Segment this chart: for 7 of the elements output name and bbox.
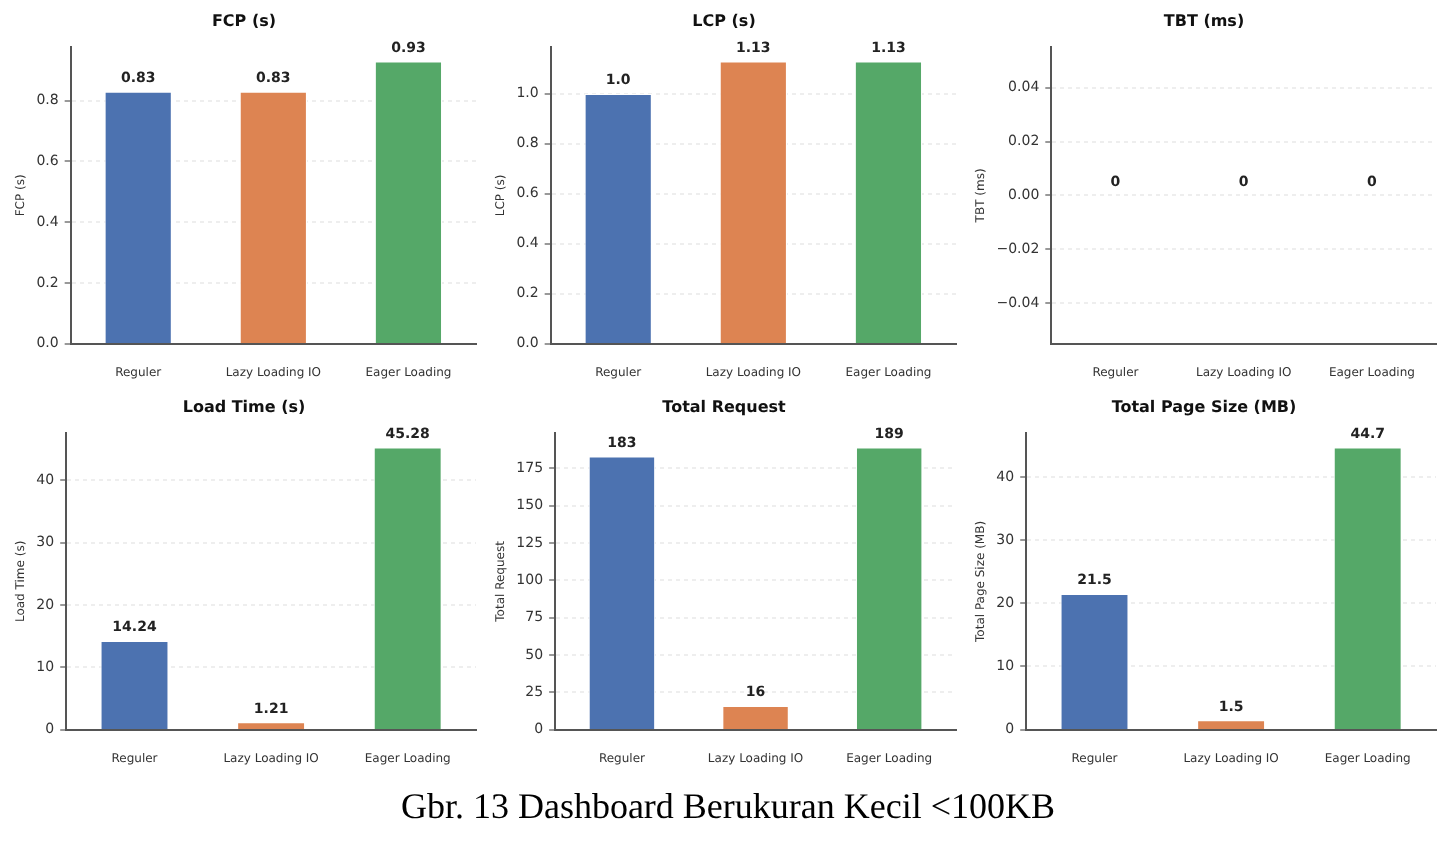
chart-title: TBT (ms) [1163,11,1245,30]
text: Gbr. 13 Dashboard Berukuran Kecil <100KB [398,784,1058,828]
chart-title: LCP (s) [692,11,756,30]
chart-title: FCP (s) [211,11,277,30]
chart-title: Total Request [662,397,786,416]
chart-title: Load Time (s) [182,397,306,416]
chart-title: Total Page Size (MB) [1111,397,1297,416]
